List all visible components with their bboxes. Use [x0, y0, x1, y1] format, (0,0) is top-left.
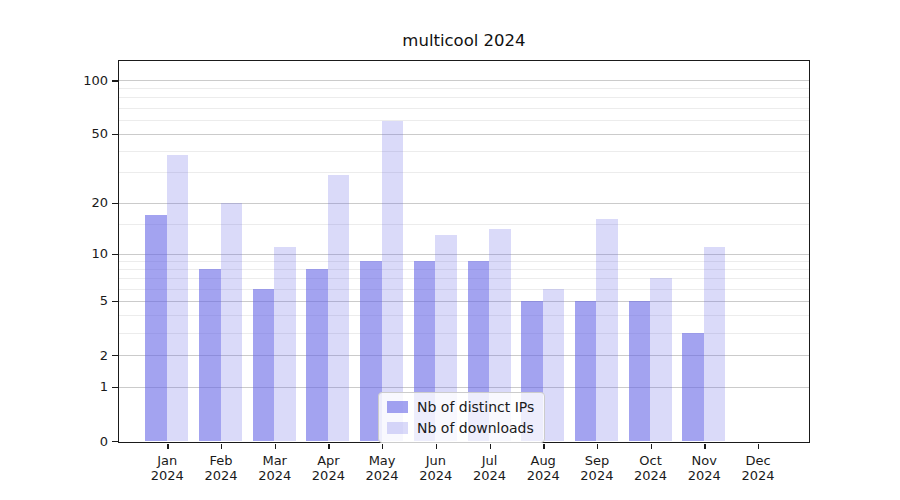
y-tick-mark	[112, 80, 118, 81]
y-tick-label: 2	[66, 348, 108, 364]
bar-nb-of-downloads-mar	[274, 247, 296, 441]
bar-nb-of-downloads-feb	[221, 203, 243, 441]
x-tick-mark	[436, 444, 437, 449]
bar-nb-of-downloads-oct	[650, 278, 672, 441]
y-tick-label: 5	[66, 293, 108, 309]
gridline-major	[119, 134, 809, 135]
legend-label-downloads: Nb of downloads	[417, 420, 534, 436]
legend-swatch-downloads	[387, 422, 408, 435]
x-tick-mark	[382, 444, 383, 449]
x-tick-mark	[275, 444, 276, 449]
legend: Nb of distinct IPs Nb of downloads	[378, 392, 545, 443]
chart-title: multicool 2024	[118, 31, 810, 50]
y-tick-mark	[112, 203, 118, 204]
x-tick-label: Dec2024	[726, 453, 790, 483]
gridline-minor	[119, 172, 809, 173]
bar-nb-of-downloads-aug	[543, 289, 565, 441]
bar-nb-of-distinct-ips-mar	[253, 289, 275, 441]
y-tick-mark	[112, 134, 118, 135]
y-tick-label: 1	[66, 379, 108, 395]
x-tick-mark	[221, 444, 222, 449]
y-tick-label: 50	[66, 126, 108, 142]
y-tick-mark	[112, 355, 118, 356]
x-tick-mark	[490, 444, 491, 449]
bar-nb-of-downloads-sep	[596, 219, 618, 441]
gridline-minor	[119, 97, 809, 98]
bar-nb-of-distinct-ips-nov	[682, 333, 704, 441]
gridline-minor	[119, 151, 809, 152]
y-tick-label: 10	[66, 246, 108, 262]
y-tick-label: 20	[66, 195, 108, 211]
plot-area: Nb of distinct IPs Nb of downloads	[118, 60, 810, 443]
y-tick-mark	[112, 441, 118, 442]
x-tick-mark	[704, 444, 705, 449]
y-tick-mark	[112, 387, 118, 388]
bar-nb-of-distinct-ips-apr	[306, 269, 328, 441]
x-tick-mark	[651, 444, 652, 449]
gridline-minor	[119, 88, 809, 89]
gridline-major	[119, 80, 809, 81]
chart-canvas: multicool 2024 Nb of distinct IPs Nb of …	[0, 0, 900, 500]
x-tick-mark	[543, 444, 544, 449]
bar-nb-of-distinct-ips-jan	[145, 215, 167, 441]
gridline-minor	[119, 120, 809, 121]
bar-nb-of-distinct-ips-feb	[199, 269, 221, 441]
x-tick-mark	[167, 444, 168, 449]
legend-entry-distinct-ips: Nb of distinct IPs	[387, 399, 534, 415]
y-tick-mark	[112, 301, 118, 302]
y-tick-label: 100	[66, 73, 108, 89]
x-tick-mark	[597, 444, 598, 449]
gridline-minor	[119, 108, 809, 109]
bar-nb-of-distinct-ips-sep	[575, 301, 597, 441]
bar-nb-of-distinct-ips-oct	[629, 301, 651, 441]
bar-nb-of-downloads-nov	[704, 247, 726, 441]
bar-nb-of-downloads-apr	[328, 175, 350, 441]
bar-nb-of-downloads-jan	[167, 155, 189, 441]
legend-swatch-distinct-ips	[387, 401, 408, 414]
x-tick-mark	[758, 444, 759, 449]
legend-label-distinct-ips: Nb of distinct IPs	[417, 399, 534, 415]
y-tick-label: 0	[66, 434, 108, 450]
y-tick-mark	[112, 254, 118, 255]
legend-entry-downloads: Nb of downloads	[387, 420, 534, 436]
x-tick-mark	[328, 444, 329, 449]
